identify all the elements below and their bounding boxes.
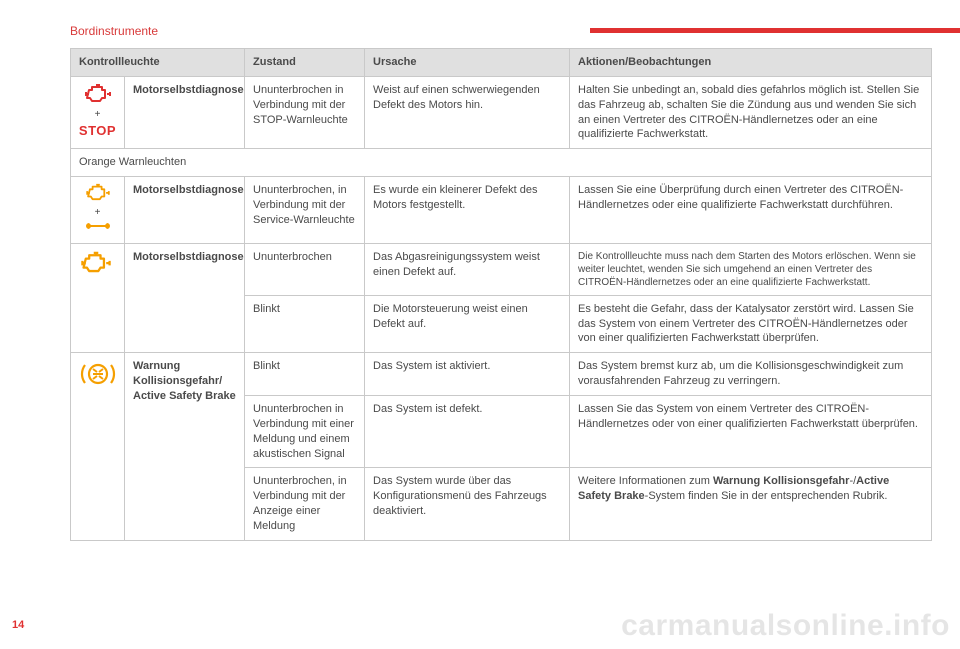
lamp-name: Warnung Kollisionsgefahr/ Active Safety … (125, 353, 245, 540)
table-row: Warnung Kollisionsgefahr/ Active Safety … (71, 353, 932, 396)
col-header-action: Aktionen/Beobachtungen (570, 49, 932, 77)
action-text: Weitere Informationen zum (578, 475, 713, 487)
lamp-action: Es besteht die Gefahr, dass der Katalysa… (570, 295, 932, 353)
lamp-state: Ununterbrochen (245, 243, 365, 295)
section-row-orange: Orange Warnleuchten (71, 149, 932, 177)
engine-icon (83, 83, 113, 108)
plus-icon: + (95, 110, 101, 120)
lamp-action: Das System bremst kurz ab, um die Kollis… (570, 353, 932, 396)
lamp-cause: Das System ist defekt. (365, 395, 570, 467)
lamp-state: Ununterbrochen in Verbindung mit der STO… (245, 76, 365, 148)
col-header-lamp: Kontrollleuchte (71, 49, 245, 77)
table-row: + STOP Motorselbstdiagnose Ununterbroche… (71, 76, 932, 148)
lamp-action: Halten Sie unbedingt an, sobald dies gef… (570, 76, 932, 148)
page-number: 14 (12, 619, 24, 631)
lamp-cause: Es wurde ein kleinerer Defekt des Motors… (365, 177, 570, 244)
lamp-icon-cell (71, 353, 125, 540)
engine-icon (79, 265, 113, 277)
col-header-cause: Ursache (365, 49, 570, 77)
lamp-cause: Das Abgasreinigungssystem weist einen De… (365, 243, 570, 295)
accent-bar (590, 28, 960, 33)
watermark: carmanualsonline.info (621, 609, 950, 643)
lamp-state: Blinkt (245, 353, 365, 396)
col-header-state: Zustand (245, 49, 365, 77)
action-text: -System finden Sie in der entsprechenden… (645, 490, 888, 502)
lamp-cause: Das System ist aktiviert. (365, 353, 570, 396)
lamp-icon-cell (71, 243, 125, 353)
lamp-cause: Das System wurde über das Konfigurations… (365, 468, 570, 540)
lamp-action: Die Kontrollleuchte muss nach dem Starte… (570, 243, 932, 295)
plus-icon: + (95, 208, 101, 218)
warning-lamp-table: Kontrollleuchte Zustand Ursache Aktionen… (70, 48, 932, 541)
lamp-state: Blinkt (245, 295, 365, 353)
collision-brake-icon (79, 380, 117, 392)
lamp-name: Motorselbstdiagnose (125, 243, 245, 353)
lamp-icon-cell: + STOP (71, 76, 125, 148)
lamp-name: Motorselbstdiagnose (125, 177, 245, 244)
lamp-state: Ununterbrochen in Verbindung mit einer M… (245, 395, 365, 467)
lamp-state: Ununterbrochen, in Verbindung mit der Se… (245, 177, 365, 244)
table-row: + Motorselbstdiagnose Ununterbrochen, in… (71, 177, 932, 244)
action-bold: Warnung Kollisionsgefahr (713, 475, 850, 487)
lamp-action: Weitere Informationen zum Warnung Kollis… (570, 468, 932, 540)
lamp-name: Motorselbstdiagnose (125, 76, 245, 148)
stop-icon: STOP (79, 122, 116, 140)
lamp-cause: Weist auf einen schwerwiegenden Defekt d… (365, 76, 570, 148)
lamp-state: Ununterbrochen, in Verbindung mit der An… (245, 468, 365, 540)
table-row: Motorselbstdiagnose Ununterbrochen Das A… (71, 243, 932, 295)
lamp-action: Lassen Sie eine Überprüfung durch einen … (570, 177, 932, 244)
lamp-action: Lassen Sie das System von einem Vertrete… (570, 395, 932, 467)
lamp-cause: Die Motorsteuerung weist einen Defekt au… (365, 295, 570, 353)
engine-icon (83, 183, 113, 206)
section-label: Orange Warnleuchten (71, 149, 932, 177)
wrench-icon (85, 220, 111, 237)
lamp-icon-cell: + (71, 177, 125, 244)
